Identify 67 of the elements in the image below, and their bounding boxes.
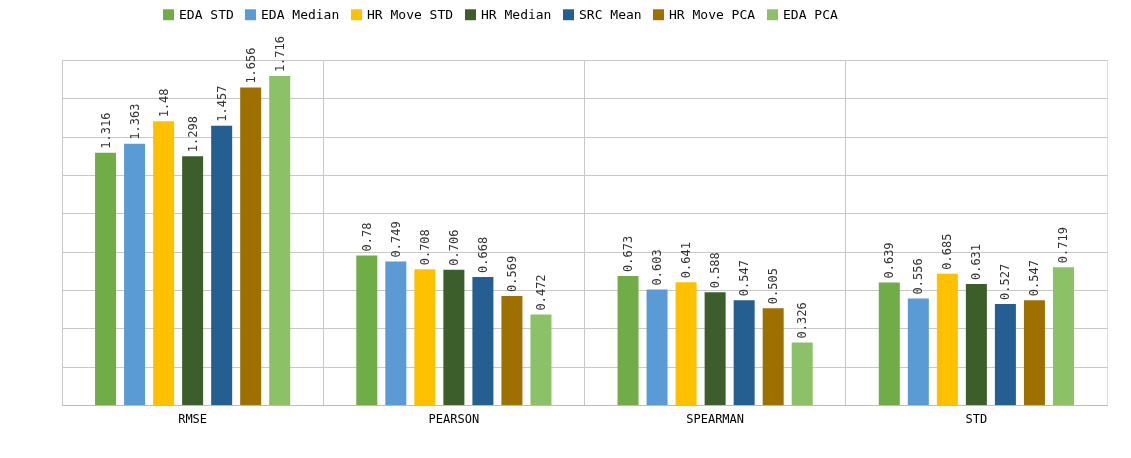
legend-label: EDA PCA bbox=[783, 6, 838, 22]
data-label: 0.326 bbox=[795, 302, 810, 339]
data-label: 1.457 bbox=[214, 85, 229, 122]
bar bbox=[414, 269, 436, 405]
x-tick-label: PEARSON bbox=[428, 411, 480, 426]
bar bbox=[704, 292, 726, 405]
legend-label: EDA STD bbox=[179, 6, 234, 22]
data-label: 0.719 bbox=[1056, 227, 1071, 264]
bar bbox=[530, 314, 552, 405]
x-tick-label: STD bbox=[965, 411, 988, 426]
data-label: 0.603 bbox=[650, 249, 665, 286]
bar bbox=[443, 269, 465, 405]
bar bbox=[356, 255, 378, 405]
data-label: 0.78 bbox=[359, 222, 374, 252]
data-label: 0.673 bbox=[621, 235, 636, 273]
bar bbox=[182, 156, 204, 405]
bar bbox=[791, 342, 813, 405]
data-label: 0.472 bbox=[533, 274, 548, 311]
legend-label: EDA Median bbox=[261, 6, 340, 22]
bar bbox=[1023, 300, 1045, 405]
data-label: 0.708 bbox=[417, 229, 432, 266]
bar bbox=[878, 282, 900, 405]
data-label: 0.685 bbox=[940, 233, 955, 270]
data-label: 1.363 bbox=[127, 103, 142, 140]
data-label: 0.527 bbox=[998, 263, 1013, 300]
bar bbox=[994, 303, 1016, 405]
bar bbox=[675, 282, 697, 405]
bar bbox=[733, 300, 755, 405]
data-label: 0.668 bbox=[475, 236, 490, 273]
bar bbox=[211, 125, 233, 405]
bar bbox=[385, 261, 407, 405]
bar bbox=[965, 284, 987, 405]
data-label: 1.656 bbox=[243, 47, 258, 84]
data-label: 0.547 bbox=[737, 260, 752, 297]
data-label: 0.639 bbox=[882, 242, 897, 279]
data-label: 0.547 bbox=[1027, 260, 1042, 297]
bar bbox=[1052, 267, 1074, 405]
bar bbox=[762, 308, 784, 405]
bar bbox=[153, 121, 175, 405]
bar bbox=[240, 87, 262, 405]
data-label: 0.706 bbox=[446, 229, 461, 266]
data-label: 1.48 bbox=[156, 88, 171, 118]
data-label: 0.569 bbox=[504, 255, 519, 292]
bar bbox=[501, 295, 523, 405]
bar bbox=[617, 276, 639, 405]
data-label: 0.588 bbox=[708, 252, 723, 289]
data-label: 0.641 bbox=[679, 242, 694, 279]
x-tick-label: SPEARMAN bbox=[686, 411, 745, 426]
data-label: 0.631 bbox=[969, 243, 984, 281]
legend-label: SRC Mean bbox=[579, 6, 642, 22]
bar bbox=[646, 289, 668, 405]
data-label: 0.749 bbox=[388, 221, 403, 258]
bar bbox=[269, 76, 291, 405]
legend-label: HR Move PCA bbox=[669, 6, 756, 22]
bar bbox=[907, 298, 929, 405]
data-label: 1.298 bbox=[185, 116, 200, 153]
x-tick-label: RMSE bbox=[178, 411, 208, 426]
legend-label: HR Median bbox=[481, 6, 552, 22]
data-label: 0.505 bbox=[766, 268, 781, 305]
bar bbox=[95, 152, 117, 405]
bar bbox=[124, 143, 146, 405]
data-label: 0.556 bbox=[911, 258, 926, 295]
data-label: 1.316 bbox=[98, 112, 113, 149]
data-label: 1.716 bbox=[272, 35, 287, 73]
bar bbox=[936, 273, 958, 405]
legend-label: HR Move STD bbox=[367, 6, 454, 22]
bar bbox=[472, 276, 494, 405]
